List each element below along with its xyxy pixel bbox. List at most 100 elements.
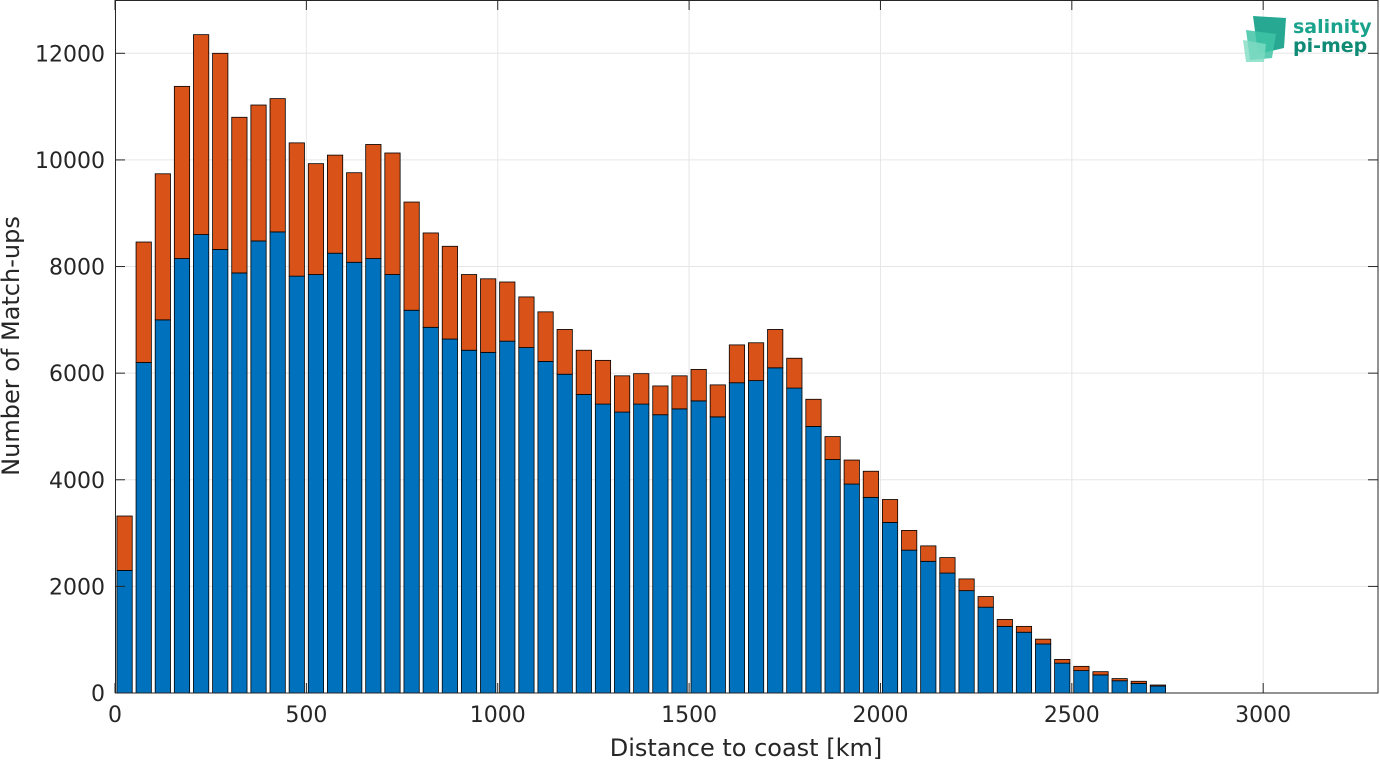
bar-segment-series-2 [212, 52, 229, 250]
y-axis: 0 2000 4000 6000 8000 10000 12000 [35, 42, 1378, 707]
bar-segment-series-2 [537, 311, 554, 362]
x-axis-label: Distance to coast [km] [610, 734, 882, 761]
bar-segment-series-1 [1111, 680, 1128, 694]
y-tick-label: 8000 [49, 256, 105, 281]
bar-segment-series-2 [1092, 671, 1109, 676]
bar-segment-series-2 [116, 515, 133, 571]
bar-segment-series-2 [327, 154, 344, 254]
bar-segment-series-1 [1054, 662, 1071, 694]
bar-segment-series-1 [1015, 631, 1033, 694]
bar-segment-series-2 [1149, 684, 1166, 687]
x-tick-label: 0 [108, 703, 122, 728]
bar-segment-series-2 [288, 142, 305, 277]
bar-segment-series-2 [671, 375, 688, 410]
bar-segment-series-1 [269, 231, 286, 694]
bar-segment-series-1 [384, 274, 401, 694]
bar-segment-series-2 [250, 104, 267, 242]
bar-segment-series-2 [1035, 638, 1052, 645]
y-tick-label: 12000 [35, 42, 105, 67]
bar-segment-series-2 [307, 163, 324, 275]
bar-segment-series-2 [480, 278, 497, 353]
bar-segment-series-1 [154, 319, 171, 694]
bar-segment-series-1 [1073, 670, 1090, 694]
bar-segment-series-2 [518, 296, 535, 348]
bar-segment-series-2 [901, 530, 918, 551]
y-tick-label: 4000 [49, 469, 105, 494]
bar-segment-series-2 [805, 398, 822, 427]
bar-segment-series-2 [1130, 680, 1147, 684]
bar-segment-series-1 [633, 403, 650, 694]
bar-segment-series-2 [403, 201, 420, 311]
bar-segment-series-1 [460, 349, 478, 694]
bar-segment-series-1 [652, 414, 669, 694]
bar-segment-series-1 [403, 309, 420, 694]
bar-segment-series-1 [1149, 685, 1166, 694]
x-tick-label: 500 [285, 703, 327, 728]
bar-segment-series-1 [575, 394, 592, 694]
bar-segment-series-2 [193, 34, 210, 235]
bar-segment-series-2 [594, 359, 612, 405]
bar-segment-series-2 [575, 349, 592, 395]
bar-segment-series-1 [250, 240, 267, 694]
y-tick-label: 6000 [49, 362, 105, 387]
bar-segment-series-1 [480, 351, 497, 694]
x-tick-label: 1500 [661, 703, 717, 728]
bar-segment-series-1 [862, 496, 879, 694]
bar-segment-series-2 [881, 499, 899, 523]
bar-segment-series-2 [384, 152, 401, 275]
bar-segment-series-1 [786, 387, 803, 694]
bar-segment-series-2 [958, 578, 975, 592]
bar-segment-series-1 [422, 326, 439, 694]
bar-segment-series-1 [958, 590, 975, 694]
logo-line-1: salinity [1293, 16, 1372, 38]
bar-segment-series-1 [556, 373, 573, 694]
bar-segment-series-1 [441, 338, 458, 694]
bar-segment-series-1 [671, 408, 688, 694]
bar-segment-series-1 [307, 274, 324, 694]
bar-segment-series-1 [365, 258, 382, 694]
y-tick-label: 10000 [35, 149, 105, 174]
bar-segment-series-2 [1054, 659, 1071, 664]
bar-segment-series-2 [499, 281, 516, 342]
bar-segment-series-1 [537, 361, 554, 694]
wave-logo-icon [1243, 16, 1286, 62]
bar-segment-series-1 [843, 483, 860, 694]
bar-segment-series-2 [1111, 678, 1128, 682]
x-axis: 0 500 1000 1500 2000 2500 3000 [108, 0, 1291, 728]
plot-frame [115, 0, 1379, 694]
salinity-pi-mep-logo: salinity pi-mep [1243, 16, 1372, 62]
bar-segment-series-1 [173, 258, 191, 694]
bar-segment-series-1 [690, 400, 707, 694]
bar-segment-series-2 [939, 557, 956, 574]
bar-segment-series-2 [135, 241, 152, 363]
bar-segment-series-1 [346, 261, 363, 694]
bar-segment-series-2 [728, 344, 745, 384]
bar-segment-series-2 [824, 436, 841, 460]
bar-segment-series-2 [920, 545, 937, 562]
bar-segment-series-1 [1035, 643, 1052, 694]
bar-segment-series-2 [1073, 665, 1090, 672]
bar-segment-series-1 [288, 275, 305, 694]
bar-segment-series-2 [346, 172, 363, 263]
x-tick-label: 3000 [1235, 703, 1291, 728]
bar-segment-series-1 [709, 416, 726, 694]
bar-segment-series-1 [518, 347, 535, 694]
bar-segment-series-2 [709, 384, 726, 418]
bar-segment-series-1 [231, 272, 248, 694]
bar-segment-series-1 [614, 411, 631, 694]
bar-segment-series-2 [173, 85, 191, 259]
bar-segment-series-2 [1015, 625, 1033, 633]
bar-segment-series-1 [135, 362, 152, 694]
plot-area [115, 0, 1378, 693]
y-tick-label: 0 [91, 682, 105, 707]
bar-segment-series-1 [499, 340, 516, 694]
bar-segment-series-2 [843, 459, 860, 485]
bar-segment-series-2 [862, 470, 879, 498]
bar-segment-series-2 [767, 329, 784, 369]
bar-segment-series-2 [422, 232, 439, 328]
bar-segment-series-1 [996, 625, 1013, 694]
bar-segment-series-2 [460, 274, 478, 351]
bar-segment-series-2 [633, 373, 650, 405]
bar-segment-series-1 [901, 549, 918, 694]
